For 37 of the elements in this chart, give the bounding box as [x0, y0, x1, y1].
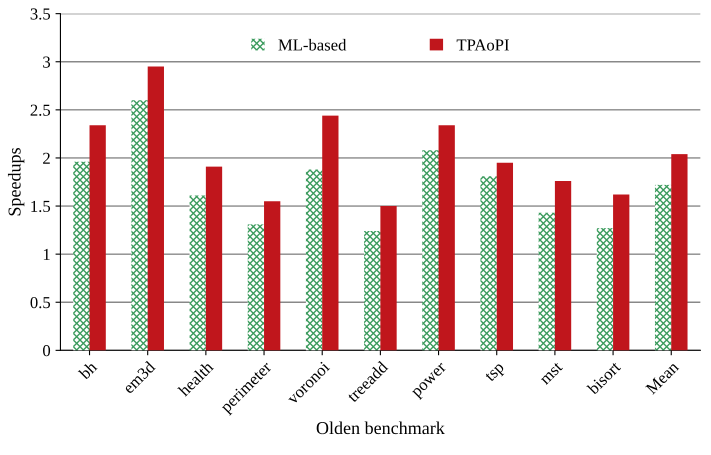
bar	[596, 228, 614, 350]
x-tick-label: bh	[78, 360, 98, 380]
y-tick-label: 2	[43, 152, 50, 164]
bar	[654, 184, 672, 350]
bar	[613, 194, 630, 350]
y-tick-label: 0	[43, 345, 50, 356]
bar	[148, 66, 164, 350]
bar	[73, 162, 90, 350]
bar	[206, 166, 222, 350]
bar	[480, 176, 497, 350]
x-tick-label: mst	[540, 362, 564, 386]
bar	[554, 181, 572, 350]
y-tick-label: 3	[43, 56, 50, 68]
y-tick-label: 2.5	[30, 104, 50, 116]
bar	[364, 231, 380, 350]
bar	[264, 201, 280, 350]
y-tick-label: 1	[44, 248, 50, 260]
bar	[248, 224, 264, 350]
bar	[322, 116, 338, 350]
bar	[538, 212, 555, 350]
bar	[380, 206, 397, 350]
bar	[306, 169, 322, 350]
y-tick-label: 1.5	[31, 200, 50, 212]
bar	[422, 150, 439, 350]
bar	[131, 100, 148, 350]
bar	[671, 154, 688, 350]
bar	[438, 125, 455, 350]
x-tick-label: tsp	[484, 362, 507, 384]
y-tick-label: 3.5	[30, 8, 50, 20]
bar	[90, 125, 106, 350]
bar	[190, 195, 206, 350]
x-axis-title: Olden benchmark	[316, 421, 445, 434]
legend-label: TPAoPI	[456, 39, 509, 51]
y-tick-label: 0.5	[30, 296, 50, 308]
bar	[496, 162, 514, 350]
legend-label: ML-based	[278, 38, 346, 51]
y-axis-title: Speedups	[8, 148, 24, 216]
